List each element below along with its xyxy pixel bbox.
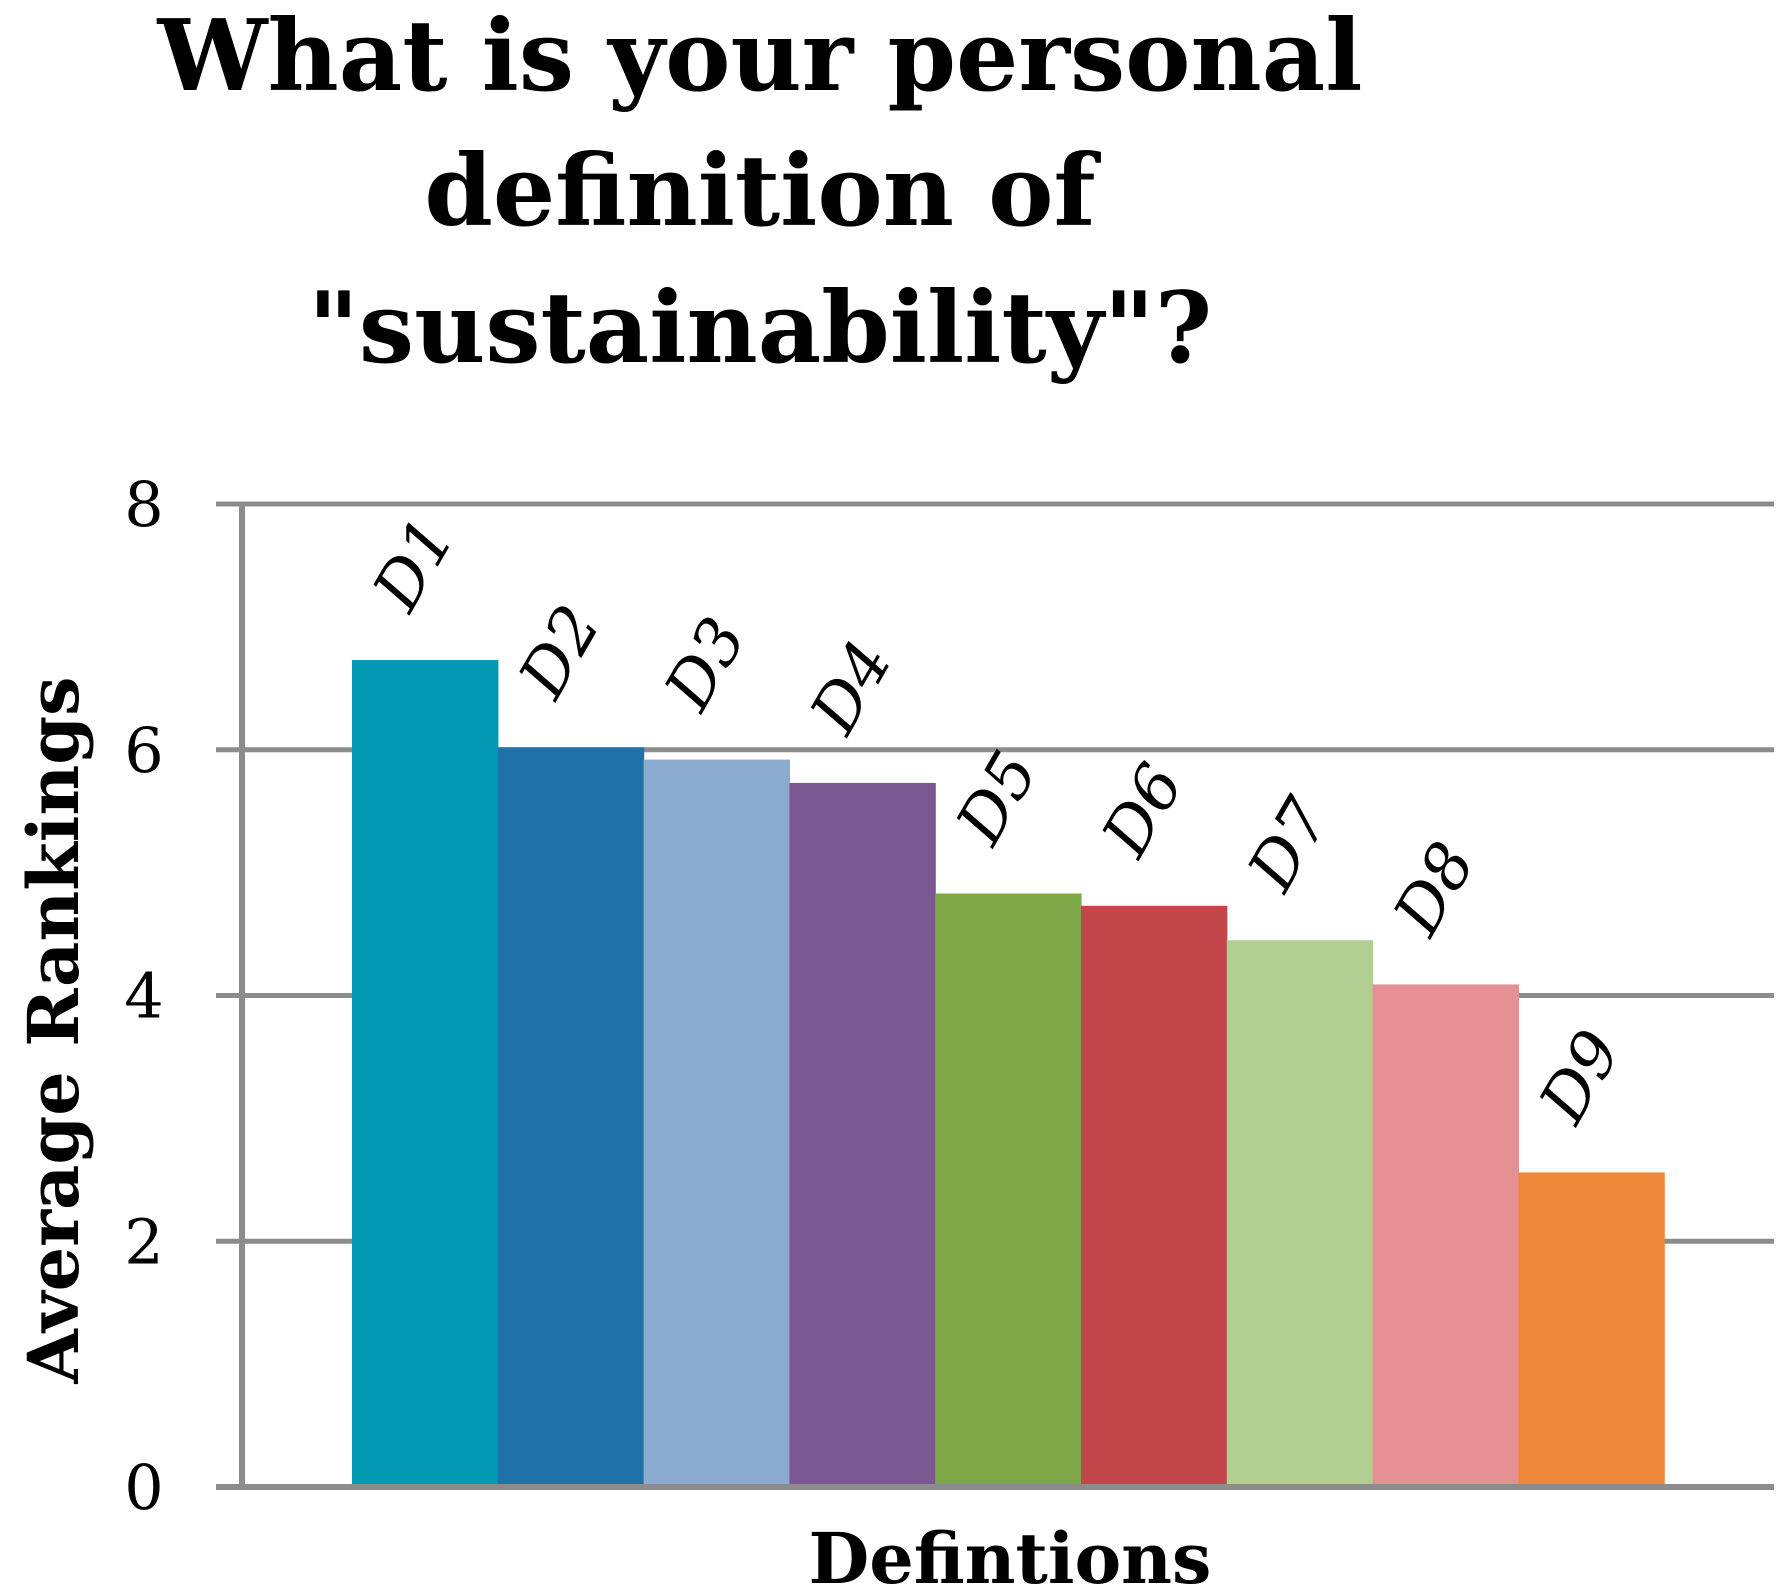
bar-label-d2: D2 — [505, 593, 616, 711]
bar-label-d4: D4 — [797, 629, 908, 747]
bar-d9 — [1518, 1172, 1665, 1487]
chart-title-line-3: "sustainability"? — [308, 271, 1212, 386]
bar-label-d6: D6 — [1088, 752, 1199, 870]
bar-d7 — [1226, 940, 1374, 1487]
chart-title-line-1: What is your personal — [156, 0, 1362, 114]
bar-d1 — [352, 660, 499, 1487]
chart-title-line-2: definition of — [424, 134, 1101, 249]
y-tick-label-0: 0 — [124, 1451, 163, 1524]
bar-d8 — [1372, 984, 1519, 1487]
bar-label-d9: D9 — [1526, 1019, 1637, 1137]
bar-label-d8: D8 — [1380, 831, 1491, 949]
y-tick-label-4: 4 — [124, 960, 163, 1033]
chart-title: What is your personal definition of "sus… — [156, 0, 1362, 386]
bar-label-d5: D5 — [942, 740, 1053, 858]
bar-d2 — [497, 747, 645, 1487]
bar-label-d1: D1 — [359, 506, 470, 624]
bars — [352, 660, 1665, 1487]
y-axis-title: Average Rankings — [12, 676, 95, 1384]
bar-d4 — [789, 782, 936, 1487]
y-tick-label-2: 2 — [124, 1205, 163, 1278]
y-tick-label-6: 6 — [124, 714, 163, 787]
bar-d5 — [935, 893, 1082, 1487]
y-tick-label-8: 8 — [124, 468, 163, 541]
axes — [216, 504, 1774, 1490]
x-axis-title: Defintions — [809, 1517, 1212, 1590]
bar-label-d7: D7 — [1234, 786, 1345, 904]
bar-label-d3: D3 — [651, 606, 762, 724]
bar-d3 — [643, 759, 790, 1487]
y-tick-labels: 0 2 4 6 8 — [124, 468, 163, 1524]
bar-d6 — [1081, 905, 1228, 1487]
